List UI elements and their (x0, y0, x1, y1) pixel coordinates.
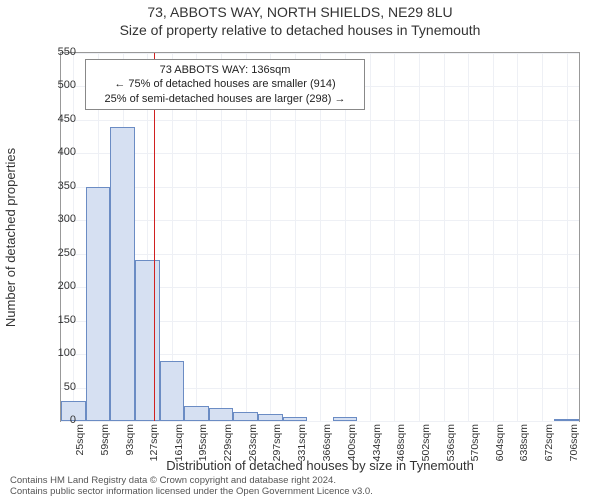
xtick-label: 127sqm (148, 424, 160, 464)
gridline-v (419, 53, 420, 421)
histogram-bar (233, 412, 258, 421)
xtick-label: 93sqm (124, 424, 136, 464)
histogram-bar (333, 417, 358, 421)
xtick-label: 59sqm (99, 424, 111, 464)
histogram-bar (184, 406, 209, 421)
histogram-bar (110, 127, 135, 421)
ytick-label: 100 (44, 347, 76, 359)
xtick-label: 400sqm (346, 424, 358, 464)
annotation-line2: ← 75% of detached houses are smaller (91… (92, 77, 358, 91)
histogram-bar (86, 187, 111, 421)
xtick-label: 502sqm (420, 424, 432, 464)
gridline-v (394, 53, 395, 421)
gridline-v (444, 53, 445, 421)
xtick-label: 434sqm (371, 424, 383, 464)
xtick-label: 25sqm (74, 424, 86, 464)
histogram-bar (160, 361, 185, 421)
ytick-label: 450 (44, 113, 76, 125)
xtick-label: 297sqm (271, 424, 283, 464)
ytick-label: 200 (44, 280, 76, 292)
xtick-label: 195sqm (197, 424, 209, 464)
gridline-v (567, 53, 568, 421)
xtick-label: 263sqm (247, 424, 259, 464)
ytick-label: 300 (44, 213, 76, 225)
xtick-label: 229sqm (222, 424, 234, 464)
ytick-label: 0 (44, 414, 76, 426)
chart-container: 73, ABBOTS WAY, NORTH SHIELDS, NE29 8LU … (0, 0, 600, 500)
xtick-label: 638sqm (518, 424, 530, 464)
histogram-bar (135, 260, 160, 421)
histogram-bar (258, 414, 283, 421)
title-subtitle: Size of property relative to detached ho… (0, 22, 600, 40)
xtick-label: 161sqm (173, 424, 185, 464)
ytick-label: 150 (44, 314, 76, 326)
footer-line2: Contains public sector information licen… (10, 487, 373, 498)
footer: Contains HM Land Registry data © Crown c… (10, 476, 373, 498)
gridline-v (517, 53, 518, 421)
histogram-bar (554, 419, 579, 421)
xtick-label: 366sqm (321, 424, 333, 464)
ytick-label: 500 (44, 79, 76, 91)
xtick-label: 570sqm (469, 424, 481, 464)
ytick-label: 550 (44, 46, 76, 58)
xtick-label: 331sqm (296, 424, 308, 464)
xtick-label: 604sqm (494, 424, 506, 464)
xtick-label: 536sqm (445, 424, 457, 464)
histogram-bar (283, 417, 308, 421)
ytick-label: 50 (44, 381, 76, 393)
gridline-v (493, 53, 494, 421)
gridline-v (468, 53, 469, 421)
ytick-label: 250 (44, 247, 76, 259)
annotation-line3: 25% of semi-detached houses are larger (… (92, 92, 358, 106)
y-axis-label-container: Number of detached properties (2, 52, 20, 422)
gridline-h (61, 421, 579, 422)
ytick-label: 350 (44, 180, 76, 192)
title-block: 73, ABBOTS WAY, NORTH SHIELDS, NE29 8LU … (0, 0, 600, 39)
plot-area: 73 ABBOTS WAY: 136sqm ← 75% of detached … (60, 52, 580, 422)
gridline-v (73, 53, 74, 421)
title-address: 73, ABBOTS WAY, NORTH SHIELDS, NE29 8LU (0, 4, 600, 22)
xtick-label: 468sqm (395, 424, 407, 464)
xtick-label: 672sqm (543, 424, 555, 464)
annotation-line1: 73 ABBOTS WAY: 136sqm (92, 63, 358, 77)
annotation-box: 73 ABBOTS WAY: 136sqm ← 75% of detached … (85, 59, 365, 110)
histogram-bar (209, 408, 234, 421)
gridline-v (370, 53, 371, 421)
xtick-label: 706sqm (568, 424, 580, 464)
y-axis-label: Number of detached properties (4, 147, 19, 326)
ytick-label: 400 (44, 146, 76, 158)
gridline-v (542, 53, 543, 421)
